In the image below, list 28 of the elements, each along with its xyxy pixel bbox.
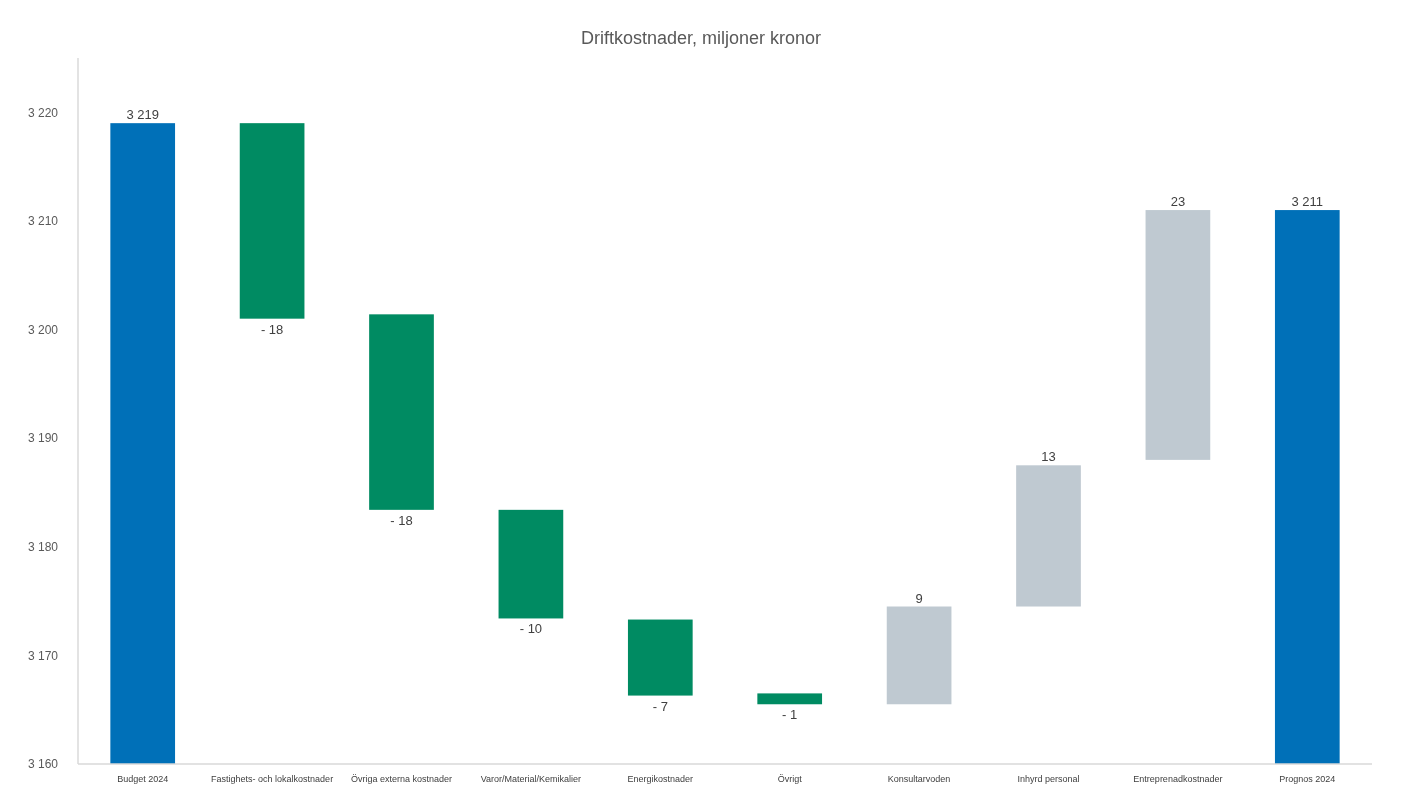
x-tick-label: Inhyrd personal: [1017, 774, 1080, 784]
x-tick-label: Energikostnader: [627, 774, 694, 784]
y-tick-label: 3 200: [27, 322, 59, 337]
y-tick-label: 3 170: [27, 648, 59, 663]
data-label: - 7: [652, 698, 668, 714]
data-label: - 1: [782, 707, 798, 723]
data-label: 3 211: [1291, 194, 1324, 210]
data-label: - 18: [260, 321, 284, 337]
x-tick-label: Entreprenadkostnader: [1133, 774, 1223, 784]
y-tick-label: 3 190: [27, 431, 59, 446]
chart-title: Driftkostnader, miljoner kronor: [580, 28, 822, 48]
x-tick-label: Varor/Material/Kemikalier: [480, 774, 582, 784]
y-tick-label: 3 220: [27, 105, 59, 120]
x-tick-label: Fastighets- och lokalkostnader: [211, 774, 334, 784]
data-label: 3 219: [126, 107, 159, 123]
x-tick-label: Budget 2024: [117, 774, 169, 784]
data-label: - 10: [519, 621, 543, 637]
y-tick-label: 3 180: [27, 539, 59, 554]
x-tick-label: Övriga externa kostnader: [350, 774, 453, 784]
data-label: 23: [1170, 194, 1186, 210]
data-label: - 18: [390, 512, 413, 528]
x-tick-label: Konsultarvoden: [887, 774, 951, 784]
y-tick-label: 3 210: [27, 214, 59, 229]
x-tick-label: Övrigt: [777, 774, 803, 784]
x-tick-label: Prognos 2024: [1279, 774, 1336, 784]
y-tick-label: 3 160: [27, 757, 59, 772]
data-label: 13: [1041, 449, 1056, 465]
data-label: 9: [915, 590, 923, 606]
